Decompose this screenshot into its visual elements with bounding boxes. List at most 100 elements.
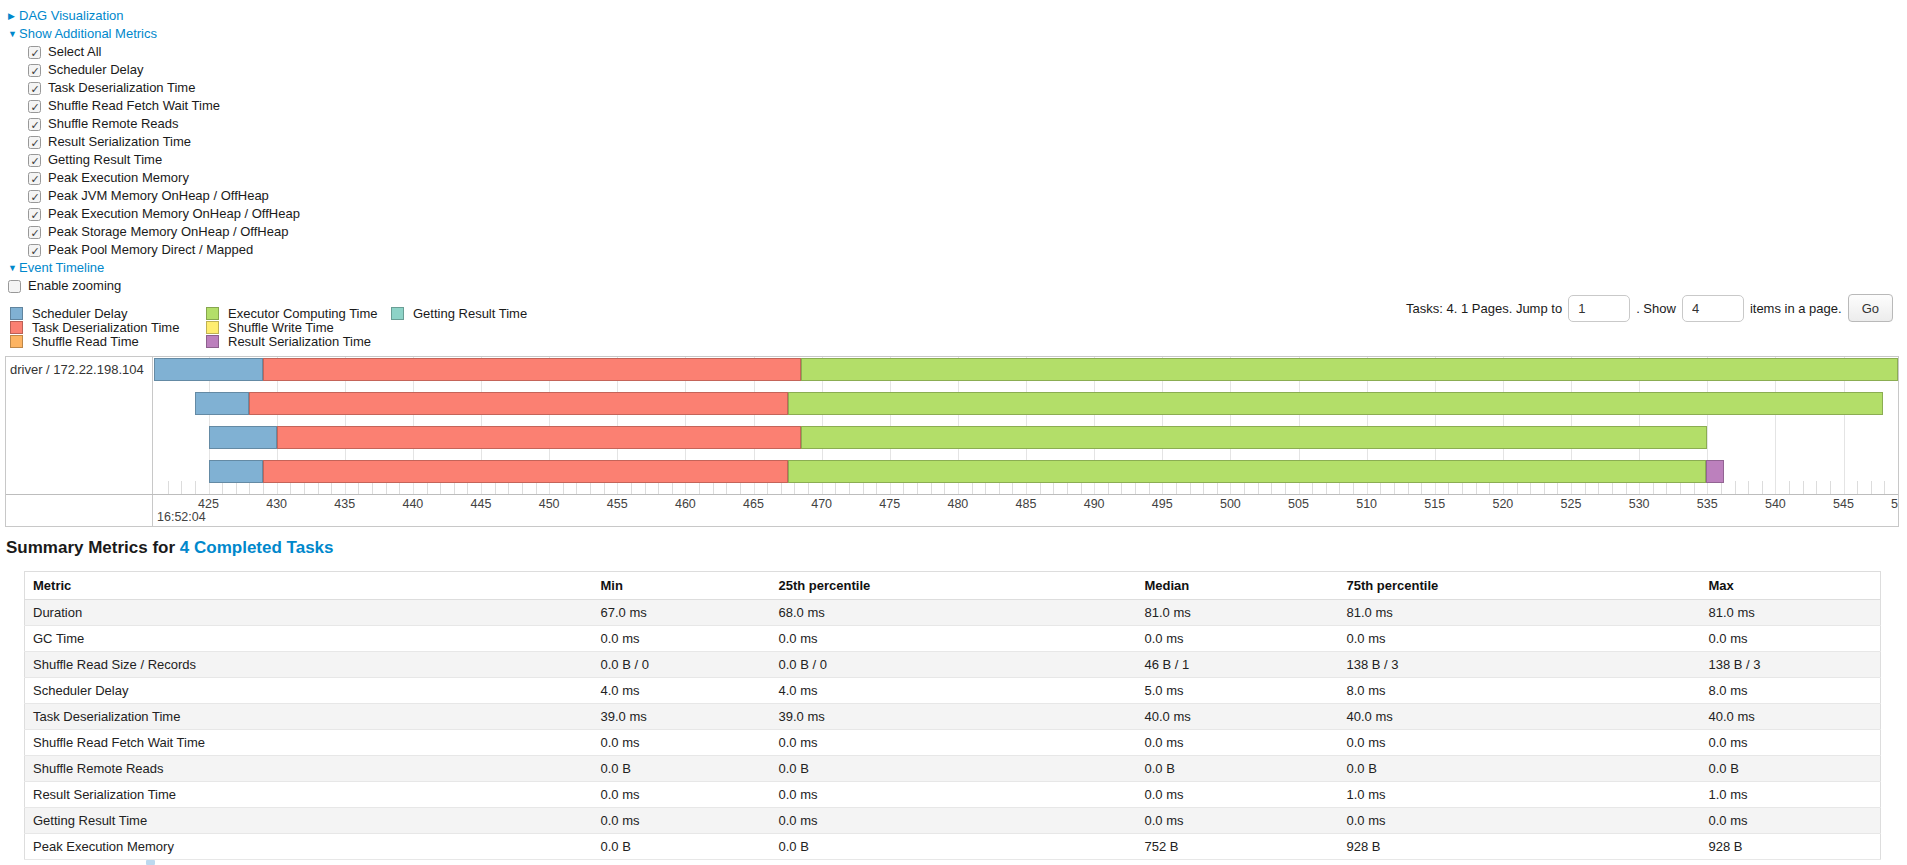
axis-tick-label: 495 — [1152, 497, 1173, 511]
metric-value-cell: 0.0 B — [593, 834, 771, 860]
items-per-page-input[interactable] — [1682, 295, 1744, 322]
legend-item-task-deserialization-time: Task Deserialization Time — [10, 320, 206, 334]
timeline-axis: 16:52:04 4254304354404454504554604654704… — [6, 494, 1898, 526]
scheduler-segment[interactable] — [209, 460, 264, 483]
axis-tick-label: 510 — [1356, 497, 1377, 511]
metric-value-cell: 0.0 B — [771, 834, 1137, 860]
show-additional-metrics-toggle[interactable]: ▼Show Additional Metrics — [8, 25, 300, 43]
checkbox-icon[interactable] — [28, 100, 41, 113]
summary-metrics-table: MetricMin25th percentileMedian75th perce… — [24, 571, 1881, 860]
metric-value-cell: 40.0 ms — [1339, 704, 1701, 730]
legend-label: Shuffle Write Time — [228, 320, 334, 335]
metric-checkbox-shuffle-remote-reads[interactable]: Shuffle Remote Reads — [8, 115, 300, 133]
legend-item-result-serialization-time: Result Serialization Time — [206, 334, 391, 348]
metric-value-cell: 0.0 ms — [1137, 626, 1339, 652]
checkbox-icon[interactable] — [28, 82, 41, 95]
result-serialization-segment[interactable] — [1706, 460, 1724, 483]
metric-value-cell: 0.0 ms — [1701, 626, 1881, 652]
legend-label: Executor Computing Time — [228, 306, 378, 321]
metric-value-cell: 81.0 ms — [1137, 600, 1339, 626]
timeline-legend: Scheduler DelayTask Deserialization Time… — [10, 306, 527, 348]
axis-tick-label: 540 — [1765, 497, 1786, 511]
enable-zooming-checkbox[interactable]: Enable zooming — [8, 277, 300, 295]
checkbox-icon[interactable] — [28, 46, 41, 59]
axis-tick-label: 475 — [879, 497, 900, 511]
compute-segment[interactable] — [801, 426, 1707, 449]
scheduler-segment[interactable] — [195, 392, 250, 415]
compute-segment[interactable] — [788, 392, 1883, 415]
metric-value-cell: 1.0 ms — [1339, 782, 1701, 808]
checkbox-icon[interactable] — [28, 154, 41, 167]
checkbox-label: Task Deserialization Time — [48, 79, 195, 97]
deserialization-segment[interactable] — [263, 460, 788, 483]
executor-group-label: driver / 172.22.198.104 — [6, 357, 152, 377]
deserialization-segment[interactable] — [277, 426, 802, 449]
deserialization-segment[interactable] — [263, 358, 801, 381]
go-button[interactable]: Go — [1848, 294, 1893, 322]
collapsible-tree: ▶DAG Visualization ▼Show Additional Metr… — [8, 7, 300, 295]
enable-zooming-label: Enable zooming — [28, 277, 121, 295]
scheduler-segment[interactable] — [154, 358, 263, 381]
task-bar-1[interactable] — [154, 358, 1898, 381]
metric-checkbox-scheduler-delay[interactable]: Scheduler Delay — [8, 61, 300, 79]
jump-to-page-input[interactable] — [1568, 295, 1630, 322]
metric-checkbox-peak-jvm-memory-onheap-offheap[interactable]: Peak JVM Memory OnHeap / OffHeap — [8, 187, 300, 205]
checkbox-icon[interactable] — [28, 244, 41, 257]
metric-checkbox-result-serialization-time[interactable]: Result Serialization Time — [8, 133, 300, 151]
legend-column: Executor Computing TimeShuffle Write Tim… — [206, 306, 391, 348]
table-row: Duration67.0 ms68.0 ms81.0 ms81.0 ms81.0… — [25, 600, 1881, 626]
legend-item-getting-result-time: Getting Result Time — [391, 306, 527, 320]
metric-checkbox-shuffle-read-fetch-wait-time[interactable]: Shuffle Read Fetch Wait Time — [8, 97, 300, 115]
legend-swatch-icon — [10, 335, 23, 348]
table-column-header: Median — [1137, 572, 1339, 600]
legend-swatch-icon — [206, 321, 219, 334]
event-timeline-toggle[interactable]: ▼Event Timeline — [8, 259, 300, 277]
axis-tick-label: 465 — [743, 497, 764, 511]
metric-checkbox-select-all[interactable]: Select All — [8, 43, 300, 61]
table-column-header: 75th percentile — [1339, 572, 1701, 600]
table-column-header: 25th percentile — [771, 572, 1137, 600]
checkbox-icon[interactable] — [28, 208, 41, 221]
metric-checkbox-peak-storage-memory-onheap-offheap[interactable]: Peak Storage Memory OnHeap / OffHeap — [8, 223, 300, 241]
metric-checkbox-peak-execution-memory[interactable]: Peak Execution Memory — [8, 169, 300, 187]
metric-value-cell: 0.0 ms — [771, 808, 1137, 834]
checkbox-icon[interactable] — [28, 64, 41, 77]
checkbox-icon[interactable] — [28, 226, 41, 239]
deserialization-segment[interactable] — [249, 392, 787, 415]
metric-value-cell: 0.0 ms — [593, 808, 771, 834]
metric-value-cell: 0.0 ms — [1339, 730, 1701, 756]
task-bar-3[interactable] — [154, 426, 1898, 449]
metric-checkbox-task-deserialization-time[interactable]: Task Deserialization Time — [8, 79, 300, 97]
task-bar-4[interactable] — [154, 460, 1898, 483]
checkbox-icon[interactable] — [28, 118, 41, 131]
timeline-plot-area[interactable] — [154, 357, 1898, 494]
timeline-axis-labels: 16:52:04 4254304354404454504554604654704… — [154, 495, 1898, 526]
metric-checkbox-peak-execution-memory-onheap-offheap[interactable]: Peak Execution Memory OnHeap / OffHeap — [8, 205, 300, 223]
metric-checkbox-getting-result-time[interactable]: Getting Result Time — [8, 151, 300, 169]
task-bar-2[interactable] — [154, 392, 1898, 415]
metric-name-cell: Getting Result Time — [25, 808, 593, 834]
metric-value-cell: 0.0 B / 0 — [593, 652, 771, 678]
summary-metrics-title: Summary Metrics for 4 Completed Tasks — [6, 538, 1881, 558]
axis-tick-label: 430 — [266, 497, 287, 511]
completed-tasks-link[interactable]: 4 Completed Tasks — [180, 538, 334, 557]
checkbox-icon[interactable] — [28, 136, 41, 149]
chevron-right-icon: ▶ — [8, 7, 19, 25]
checkbox-icon[interactable] — [28, 172, 41, 185]
metric-value-cell: 0.0 B — [1701, 756, 1881, 782]
compute-segment[interactable] — [788, 460, 1706, 483]
axis-tick-label: 530 — [1629, 497, 1650, 511]
chevron-down-icon: ▼ — [8, 259, 19, 277]
axis-tick-label: 455 — [607, 497, 628, 511]
table-row: GC Time0.0 ms0.0 ms0.0 ms0.0 ms0.0 ms — [25, 626, 1881, 652]
metric-checkbox-peak-pool-memory-direct-mapped[interactable]: Peak Pool Memory Direct / Mapped — [8, 241, 300, 259]
dag-visualization-toggle[interactable]: ▶DAG Visualization — [8, 7, 300, 25]
chevron-down-icon: ▼ — [8, 25, 19, 43]
clipped-next-section-fragment — [146, 860, 155, 865]
metric-value-cell: 8.0 ms — [1339, 678, 1701, 704]
scheduler-segment[interactable] — [209, 426, 277, 449]
checkbox-icon[interactable] — [28, 190, 41, 203]
compute-segment[interactable] — [801, 358, 1898, 381]
checkbox-icon[interactable] — [8, 280, 21, 293]
axis-tick-label: 425 — [198, 497, 219, 511]
